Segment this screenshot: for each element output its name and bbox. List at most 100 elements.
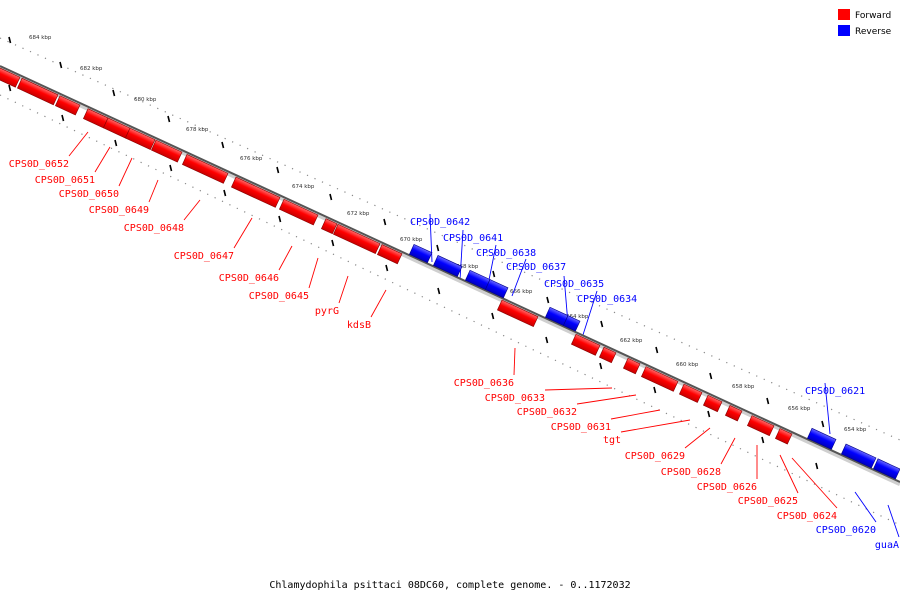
- gene-label-CPS0D_0645[interactable]: CPS0D_0645: [249, 291, 309, 302]
- kbp-tick-label: 662 kbp: [620, 338, 643, 344]
- kbp-tick-mark: [59, 61, 63, 69]
- kbp-tick-mark-lower: [223, 189, 227, 197]
- kbp-tick-mark: [8, 36, 12, 44]
- kbp-tick-mark: [329, 193, 333, 201]
- gene-label-CPS0D_0648[interactable]: CPS0D_0648: [124, 223, 184, 234]
- gene-feature-CPS0D_0628: [702, 394, 723, 413]
- kbp-tick-mark-lower: [545, 336, 549, 344]
- gene-body: [746, 415, 775, 437]
- gene-body: [0, 62, 21, 88]
- kbp-tick-mark: [276, 166, 280, 174]
- gene-body: [320, 218, 338, 235]
- map-caption: Chlamydophila psittaci 08DC60, complete …: [269, 580, 630, 591]
- label-leader-line: [148, 179, 159, 203]
- label-leader-line: [370, 289, 387, 318]
- gene-label-CPS0D_0629[interactable]: CPS0D_0629: [625, 451, 685, 462]
- gene-body: [150, 139, 183, 163]
- gene-label-CPS0D_0631[interactable]: CPS0D_0631: [551, 422, 611, 433]
- scale-dotted-line-bottom: [0, 94, 900, 526]
- gene-feature-CPS0D_0646: [181, 154, 229, 184]
- kbp-tick-mark-lower: [8, 84, 12, 92]
- gene-body: [278, 198, 319, 226]
- gene-label-CPS0D_0620[interactable]: CPS0D_0620: [816, 525, 876, 536]
- legend-forward-swatch: [838, 9, 850, 20]
- label-leader-line: [620, 419, 691, 433]
- kbp-tick-label: 654 kbp: [844, 427, 867, 433]
- gene-label-CPS0D_0633[interactable]: CPS0D_0633: [485, 393, 545, 404]
- kbp-tick-mark: [167, 115, 171, 123]
- gene-feature-CPS0D_0652: [16, 77, 59, 106]
- gene-label-CPS0D_0649[interactable]: CPS0D_0649: [89, 205, 149, 216]
- gene-body: [570, 333, 601, 356]
- gene-label-CPS0D_0652[interactable]: CPS0D_0652: [9, 159, 69, 170]
- gene-label-CPS0D_0634[interactable]: CPS0D_0634: [577, 294, 637, 305]
- label-leader-line: [887, 504, 900, 538]
- gene-label-CPS0D_0636[interactable]: CPS0D_0636: [454, 378, 514, 389]
- gene-label-CPS0D_0638[interactable]: CPS0D_0638: [476, 248, 536, 259]
- gene-body: [872, 458, 900, 480]
- gene-label-CPS0D_0647[interactable]: CPS0D_0647: [174, 251, 234, 262]
- gene-label-CPS0D_0650[interactable]: CPS0D_0650: [59, 189, 119, 200]
- gene-feature-unlabeled: [278, 198, 319, 226]
- gene-body: [806, 427, 837, 450]
- gene-label-CPS0D_0626[interactable]: CPS0D_0626: [697, 482, 757, 493]
- kbp-ticks: 684 kbp 682 kbp 680 kbp 678 kbp 676 kbp 674 k…: [8, 35, 867, 470]
- kbp-tick-label: 670 kbp: [400, 237, 423, 243]
- gene-body: [16, 77, 59, 106]
- gene-label-CPS0D_0625[interactable]: CPS0D_0625: [738, 496, 798, 507]
- kbp-tick-label: 680 kbp: [134, 97, 157, 103]
- gene-body: [332, 223, 381, 255]
- gene-feature-CPS0D_0632: [598, 346, 617, 364]
- kbp-tick-label: 664 kbp: [566, 314, 589, 320]
- gene-feature-CPS0D_0637: [484, 279, 509, 299]
- kbp-tick-mark-lower: [761, 436, 765, 444]
- gene-label-CPS0D_0628[interactable]: CPS0D_0628: [661, 467, 721, 478]
- label-leader-line: [854, 491, 877, 523]
- gene-label-CPS0D_0642[interactable]: CPS0D_0642: [410, 217, 470, 228]
- gene-body: [230, 176, 281, 208]
- label-leader-line: [338, 275, 349, 304]
- kbp-tick-mark: [546, 296, 550, 304]
- kbp-tick-label: 656 kbp: [788, 406, 811, 412]
- gene-feature-CPS0D_0651: [54, 95, 81, 116]
- kbp-tick-mark-lower: [599, 362, 603, 370]
- gene-label-CPS0D_0632[interactable]: CPS0D_0632: [517, 407, 577, 418]
- gene-label-guaA[interactable]: guaA: [875, 540, 899, 551]
- gene-label-kdsB[interactable]: kdsB: [347, 320, 371, 331]
- gene-feature-CPS0D_0621: [806, 427, 837, 450]
- gene-body: [702, 394, 723, 413]
- label-leader-line: [68, 131, 89, 157]
- kbp-tick-mark: [766, 397, 770, 405]
- gene-label-pyrG[interactable]: pyrG: [315, 306, 339, 317]
- scale-dotted-line-top: [0, 37, 900, 441]
- kbp-tick-label: 682 kbp: [80, 66, 103, 72]
- gene-feature-kdsB: [376, 244, 403, 265]
- gene-feature-CPS0D_0634: [562, 315, 581, 332]
- gene-label-CPS0D_0624[interactable]: CPS0D_0624: [777, 511, 837, 522]
- chromosome-backbone: [0, 65, 900, 483]
- legend-forward-label: Forward: [855, 11, 891, 21]
- gene-label-CPS0D_0635[interactable]: CPS0D_0635: [544, 279, 604, 290]
- label-leader-line: [791, 457, 838, 509]
- kbp-tick-label: 660 kbp: [676, 362, 699, 368]
- gene-label-CPS0D_0646[interactable]: CPS0D_0646: [219, 273, 279, 284]
- kbp-tick-mark: [600, 320, 604, 328]
- gene-body: [376, 244, 403, 265]
- kbp-tick-mark: [436, 244, 440, 252]
- gene-body: [640, 366, 679, 392]
- label-leader-line: [824, 382, 831, 435]
- kbp-tick-label: 678 kbp: [186, 127, 209, 133]
- kbp-tick-mark: [821, 420, 825, 428]
- gene-body: [124, 127, 156, 151]
- gene-label-CPS0D_0651[interactable]: CPS0D_0651: [35, 175, 95, 186]
- gene-feature-CPS0D_0642: [408, 243, 433, 264]
- gene-label-CPS0D_0621[interactable]: CPS0D_0621: [805, 386, 865, 397]
- gene-label-CPS0D_0637[interactable]: CPS0D_0637: [506, 262, 566, 273]
- kbp-tick-mark: [655, 346, 659, 354]
- gene-label-CPS0D_0641[interactable]: CPS0D_0641: [443, 233, 503, 244]
- gene-body: [774, 428, 793, 445]
- legend: Forward Reverse: [838, 9, 892, 37]
- gene-label-tgt[interactable]: tgt: [603, 435, 621, 446]
- gene-body: [840, 443, 877, 469]
